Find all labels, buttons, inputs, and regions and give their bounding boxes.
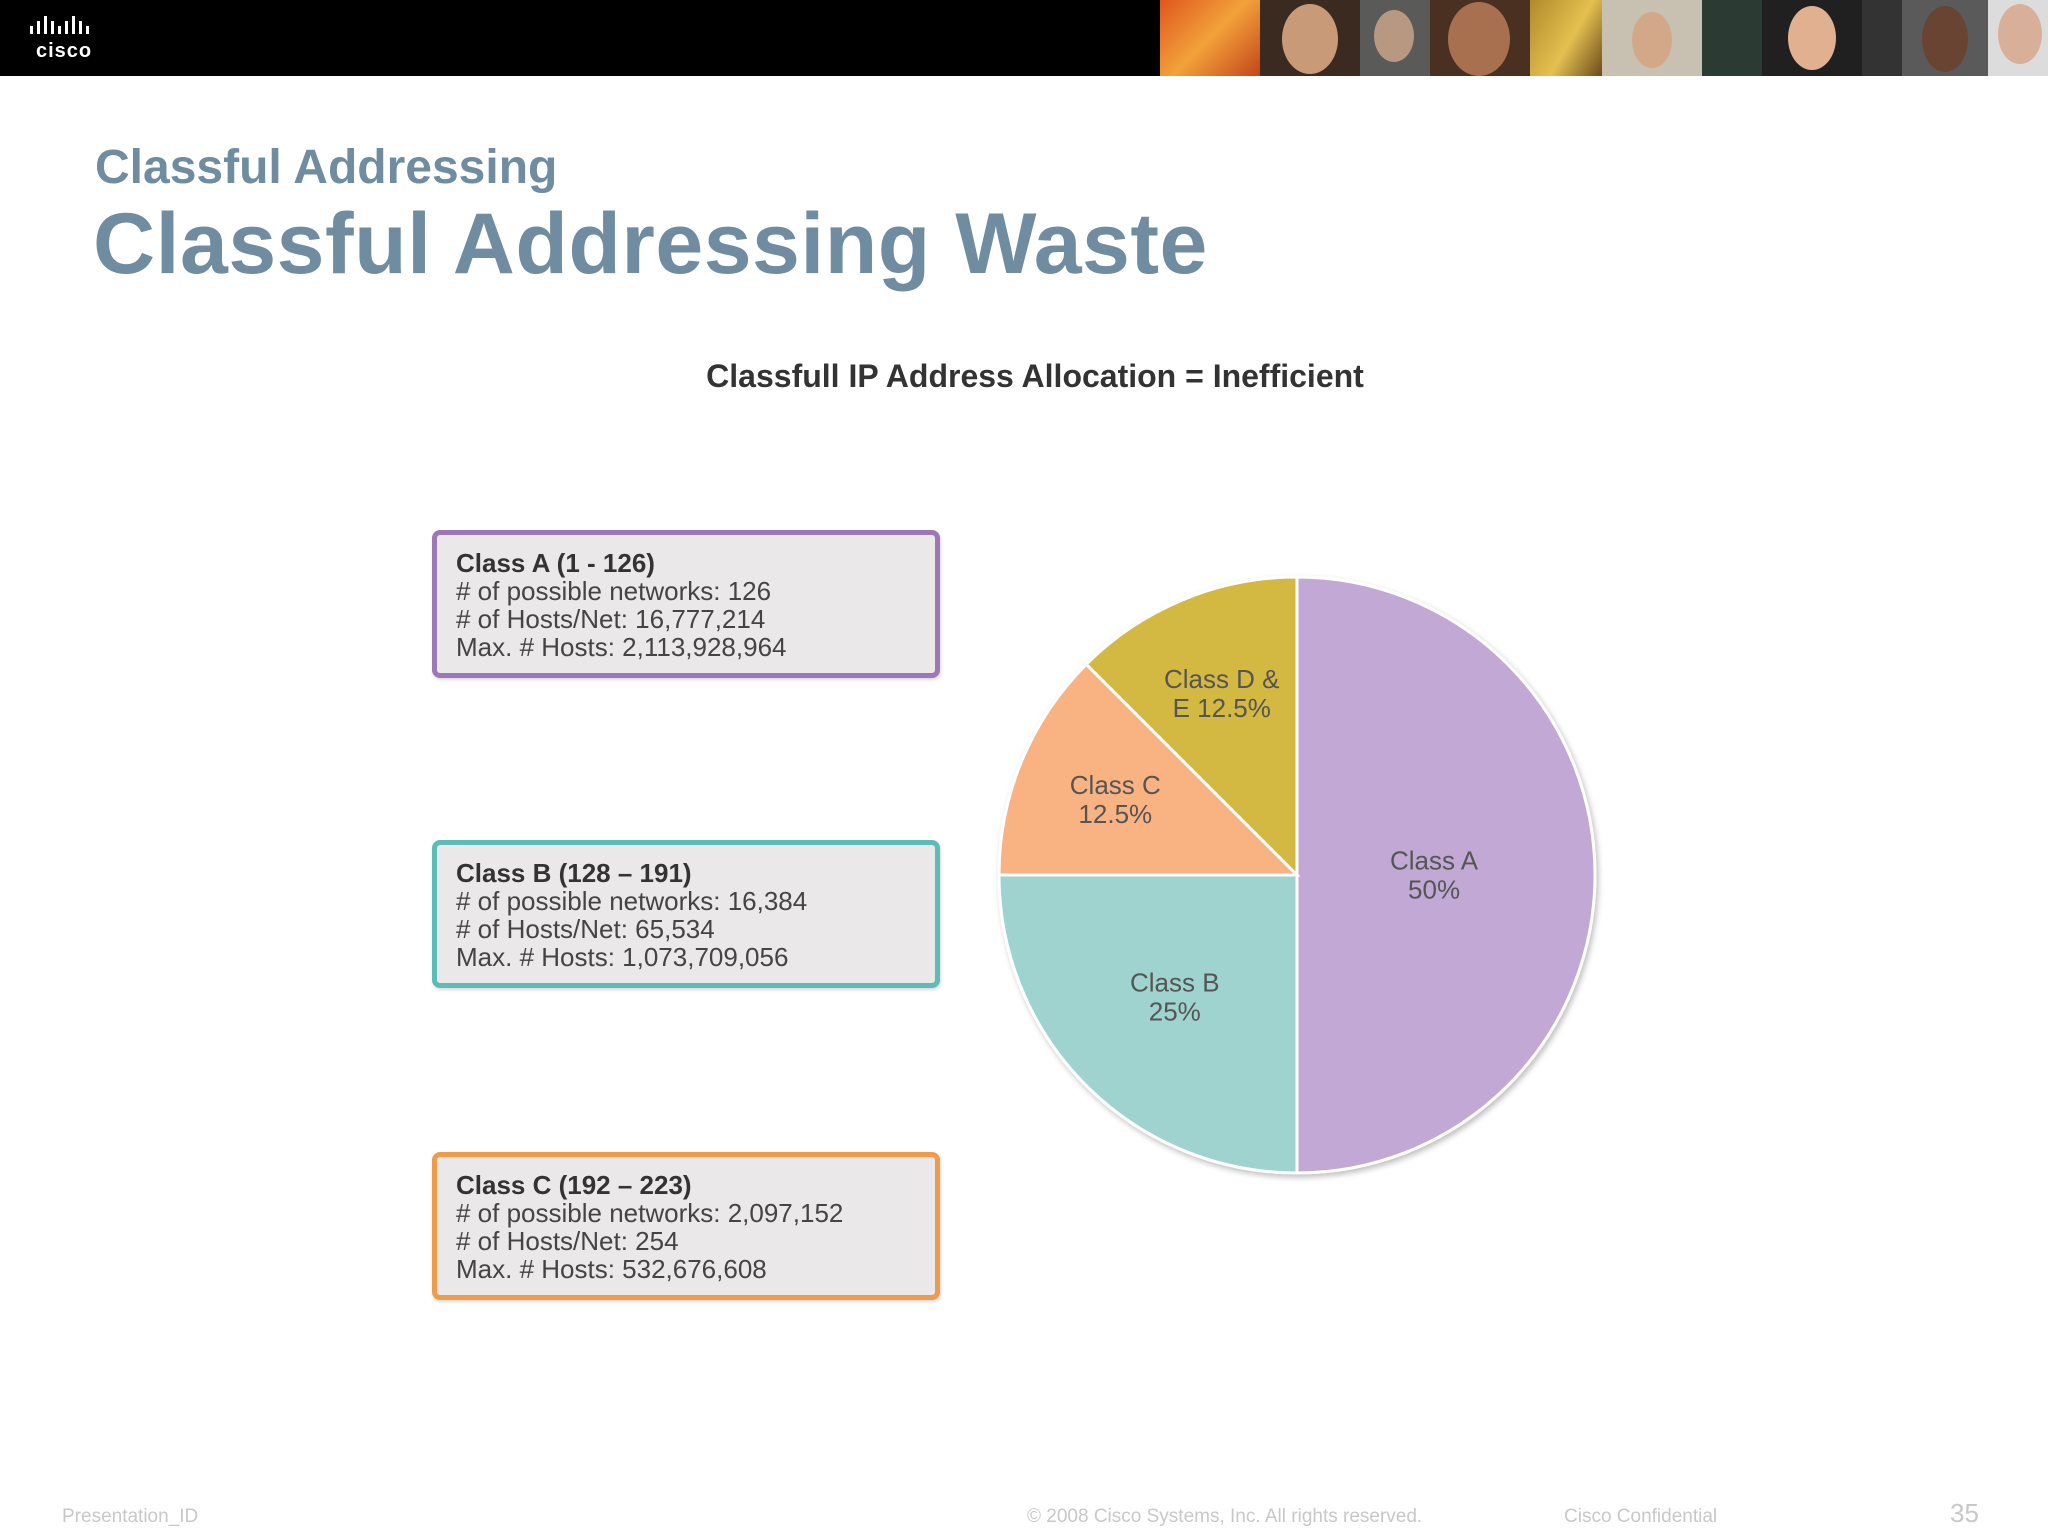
class-a-max-hosts: Max. # Hosts: 2,113,928,964	[456, 632, 787, 662]
photo-texture	[1530, 0, 1602, 76]
photo-person	[1762, 0, 1862, 76]
class-b-hosts-per-net: # of Hosts/Net: 65,534	[456, 914, 715, 944]
photo-texture	[1702, 0, 1762, 76]
cisco-logo: cisco	[26, 14, 126, 64]
class-c-heading: Class C (192 – 223)	[456, 1170, 692, 1200]
class-b-info-box: Class B (128 – 191) # of possible networ…	[432, 840, 940, 988]
class-c-max-hosts: Max. # Hosts: 532,676,608	[456, 1254, 767, 1284]
section-title: Classful Addressing	[95, 141, 558, 194]
photo-person	[1260, 0, 1360, 76]
photo-divider	[1862, 0, 1902, 76]
page-number: 35	[1950, 1498, 1979, 1528]
footer-confidential: Cisco Confidential	[1564, 1506, 1718, 1527]
chart-title: Classfull IP Address Allocation = Ineffi…	[706, 358, 1364, 394]
class-c-networks: # of possible networks: 2,097,152	[456, 1198, 844, 1228]
class-b-max-hosts: Max. # Hosts: 1,073,709,056	[456, 942, 789, 972]
class-a-networks: # of possible networks: 126	[456, 576, 772, 606]
footer-copyright: © 2008 Cisco Systems, Inc. All rights re…	[1027, 1506, 1423, 1527]
pie-slice-class-d-e	[1084, 575, 1299, 879]
pie-label-class-d-e: Class D & E 12.5%	[1164, 664, 1280, 723]
pie-slice-class-b	[997, 873, 1299, 1175]
cisco-wordmark: cisco	[36, 40, 93, 62]
cisco-bars-icon	[30, 16, 89, 34]
photo-strip	[1160, 0, 2048, 76]
photo-person	[1430, 0, 1530, 76]
class-c-hosts-per-net: # of Hosts/Net: 254	[456, 1226, 679, 1256]
pie-label-class-c: Class C 12.5%	[1070, 770, 1161, 829]
class-b-heading: Class B (128 – 191)	[456, 858, 692, 888]
page-title: Classful Addressing Waste	[93, 196, 1208, 292]
class-c-info-box: Class C (192 – 223) # of possible networ…	[432, 1152, 940, 1300]
pie-label-class-b: Class B 25%	[1130, 968, 1220, 1027]
pie-label-class-a: Class A 50%	[1390, 846, 1479, 905]
footer-presentation-id: Presentation_ID	[62, 1506, 199, 1527]
class-a-hosts-per-net: # of Hosts/Net: 16,777,214	[456, 604, 766, 634]
photo-orange-texture	[1160, 0, 1260, 76]
photo-person	[1360, 0, 1430, 76]
pie-slice-class-a	[1295, 575, 1597, 1175]
pie-chart: Class A 50% Class B 25% Class C 12.5%Class D …	[997, 575, 1597, 1175]
photo-person	[1902, 0, 1988, 76]
photo-person	[1988, 0, 2048, 76]
photo-person	[1602, 0, 1702, 76]
header-banner: cisco	[0, 0, 2048, 76]
pie-slice-class-c	[997, 662, 1301, 877]
class-a-info-box: Class A (1 - 126) # of possible networks…	[432, 530, 940, 678]
class-b-networks: # of possible networks: 16,384	[456, 886, 808, 916]
class-a-heading: Class A (1 - 126)	[456, 548, 655, 578]
